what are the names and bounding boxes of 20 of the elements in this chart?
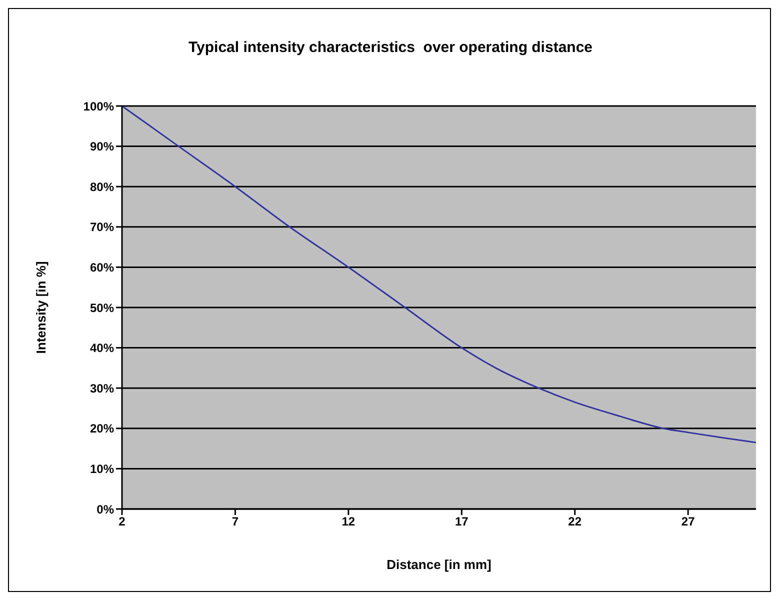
x-tick-label: 17 bbox=[454, 514, 469, 529]
y-tick-label: 20% bbox=[90, 422, 114, 436]
x-tick-label: 22 bbox=[568, 514, 582, 529]
y-tick-label: 10% bbox=[90, 462, 114, 476]
y-tick-label: 90% bbox=[90, 140, 114, 154]
y-tick-label: 80% bbox=[90, 180, 114, 194]
y-tick-label: 40% bbox=[90, 341, 114, 356]
x-axis-title: Distance [in mm] bbox=[386, 557, 492, 572]
y-tick-label: 60% bbox=[90, 260, 114, 274]
chart-title: Typical intensity characteristics over operating distance bbox=[187, 39, 594, 56]
y-tick-label: 100% bbox=[83, 99, 114, 114]
y-tick-label: 0% bbox=[96, 502, 114, 516]
x-tick-label: 12 bbox=[342, 514, 356, 529]
y-tick-label: 50% bbox=[90, 300, 114, 315]
x-tick-label: 27 bbox=[681, 514, 696, 529]
x-tick-label: 2 bbox=[118, 514, 126, 529]
y-tick-label: 30% bbox=[90, 381, 114, 396]
x-tick-label: 7 bbox=[232, 514, 239, 529]
y-axis-title: Intensity [in %] bbox=[34, 261, 49, 354]
y-tick-label: 70% bbox=[90, 220, 114, 234]
